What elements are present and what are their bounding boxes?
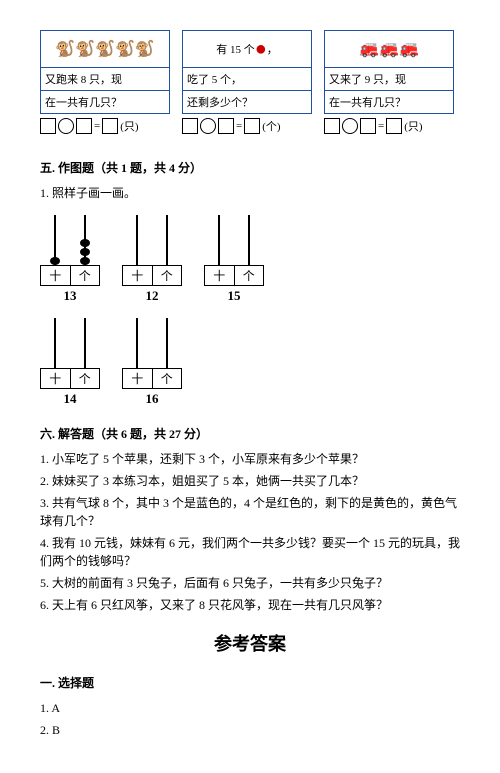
answer-item: 2. B — [40, 721, 460, 739]
unit-ten: 十 — [123, 266, 153, 285]
abacus-item: 十个 15 — [204, 215, 264, 304]
blank-circle — [58, 118, 74, 134]
blank-box — [360, 118, 376, 134]
question-text: 6. 天上有 6 只红风筝，又来了 8 只花风筝，现在一共有几只风筝？ — [40, 596, 460, 614]
blank-circle — [200, 118, 216, 134]
truck-icon: 🚒🚒🚒 — [359, 39, 419, 59]
answer-list: 1. A 2. B — [40, 699, 460, 739]
abacus-item: 十个 12 — [122, 215, 182, 304]
problem-text: 在一共有几只？ — [325, 91, 453, 113]
question-text: 1. 小军吃了 5 个苹果，还剩下 3 个，小军原来有多少个苹果？ — [40, 450, 460, 468]
unit-ten: 十 — [123, 369, 153, 388]
count-label: 有 15 个 — [216, 41, 255, 57]
question-text: 3. 共有气球 8 个，其中 3 个是蓝色的，4 个是红色的，剩下的是黄色的，黄… — [40, 494, 460, 530]
blank-circle — [342, 118, 358, 134]
abacus-item: 十个 14 — [40, 318, 100, 407]
abacus-item: 十个 16 — [122, 318, 182, 407]
problem-text: 还剩多少个？ — [183, 91, 311, 113]
word-problems-row: 🐒🐒🐒🐒🐒 又跑来 8 只，现 在一共有几只？ = (只) 有 15 个 ●， … — [40, 30, 460, 134]
equation-row: = (个) — [182, 118, 312, 134]
abacus-number: 12 — [122, 288, 182, 304]
question-text: 2. 妹妹买了 3 本练习本，姐姐买了 5 本，她俩一共买了几本？ — [40, 472, 460, 490]
blank-box — [244, 118, 260, 134]
blank-box — [386, 118, 402, 134]
unit-one: 个 — [153, 266, 182, 285]
equation-row: = (只) — [324, 118, 454, 134]
unit-label: (只) — [404, 118, 422, 134]
problem-text: 吃了 5 个， — [183, 68, 311, 91]
abacus-number: 14 — [40, 391, 100, 407]
problem-box-3: 🚒🚒🚒 又来了 9 只，现 在一共有几只？ = (只) — [324, 30, 454, 134]
abacus-row-2: 十个14十个16 — [40, 318, 460, 407]
abacus-item: 十个 13 — [40, 215, 100, 304]
unit-one: 个 — [235, 266, 264, 285]
equation-row: = (只) — [40, 118, 170, 134]
answers-section-heading: 一. 选择题 — [40, 674, 460, 691]
unit-label: (个) — [262, 118, 280, 134]
abacus-number: 16 — [122, 391, 182, 407]
abacus-number: 15 — [204, 288, 264, 304]
section-5-heading: 五. 作图题（共 1 题，共 4 分） — [40, 159, 460, 176]
problem-text: 在一共有几只？ — [41, 91, 169, 113]
blank-box — [40, 118, 56, 134]
unit-ten: 十 — [205, 266, 235, 285]
question-list: 1. 小军吃了 5 个苹果，还剩下 3 个，小军原来有多少个苹果？ 2. 妹妹买… — [40, 450, 460, 614]
problem-text: 又来了 9 只，现 — [325, 68, 453, 91]
problem-text: 又跑来 8 只，现 — [41, 68, 169, 91]
blank-box — [218, 118, 234, 134]
unit-one: 个 — [71, 369, 100, 388]
question-text: 1. 照样子画一画。 — [40, 184, 460, 201]
answers-title: 参考答案 — [40, 630, 460, 656]
unit-ten: 十 — [41, 266, 71, 285]
abacus-number: 13 — [40, 288, 100, 304]
blank-box — [324, 118, 340, 134]
monkey-icon: 🐒🐒🐒🐒🐒 — [55, 39, 155, 59]
question-text: 5. 大树的前面有 3 只兔子，后面有 6 只兔子，一共有多少只兔子？ — [40, 574, 460, 592]
section-6-heading: 六. 解答题（共 6 题，共 27 分） — [40, 425, 460, 442]
unit-label: (只) — [120, 118, 138, 134]
unit-one: 个 — [71, 266, 100, 285]
answer-item: 1. A — [40, 699, 460, 717]
unit-one: 个 — [153, 369, 182, 388]
unit-ten: 十 — [41, 369, 71, 388]
question-text: 4. 我有 10 元钱，妹妹有 6 元，我们两个一共多少钱？要买一个 15 元的… — [40, 534, 460, 570]
blank-box — [76, 118, 92, 134]
blank-box — [182, 118, 198, 134]
problem-box-2: 有 15 个 ●， 吃了 5 个， 还剩多少个？ = (个) — [182, 30, 312, 134]
problem-box-1: 🐒🐒🐒🐒🐒 又跑来 8 只，现 在一共有几只？ = (只) — [40, 30, 170, 134]
apple-icon: ● — [255, 38, 267, 61]
abacus-row-1: 十个13十个12十个15 — [40, 215, 460, 304]
blank-box — [102, 118, 118, 134]
